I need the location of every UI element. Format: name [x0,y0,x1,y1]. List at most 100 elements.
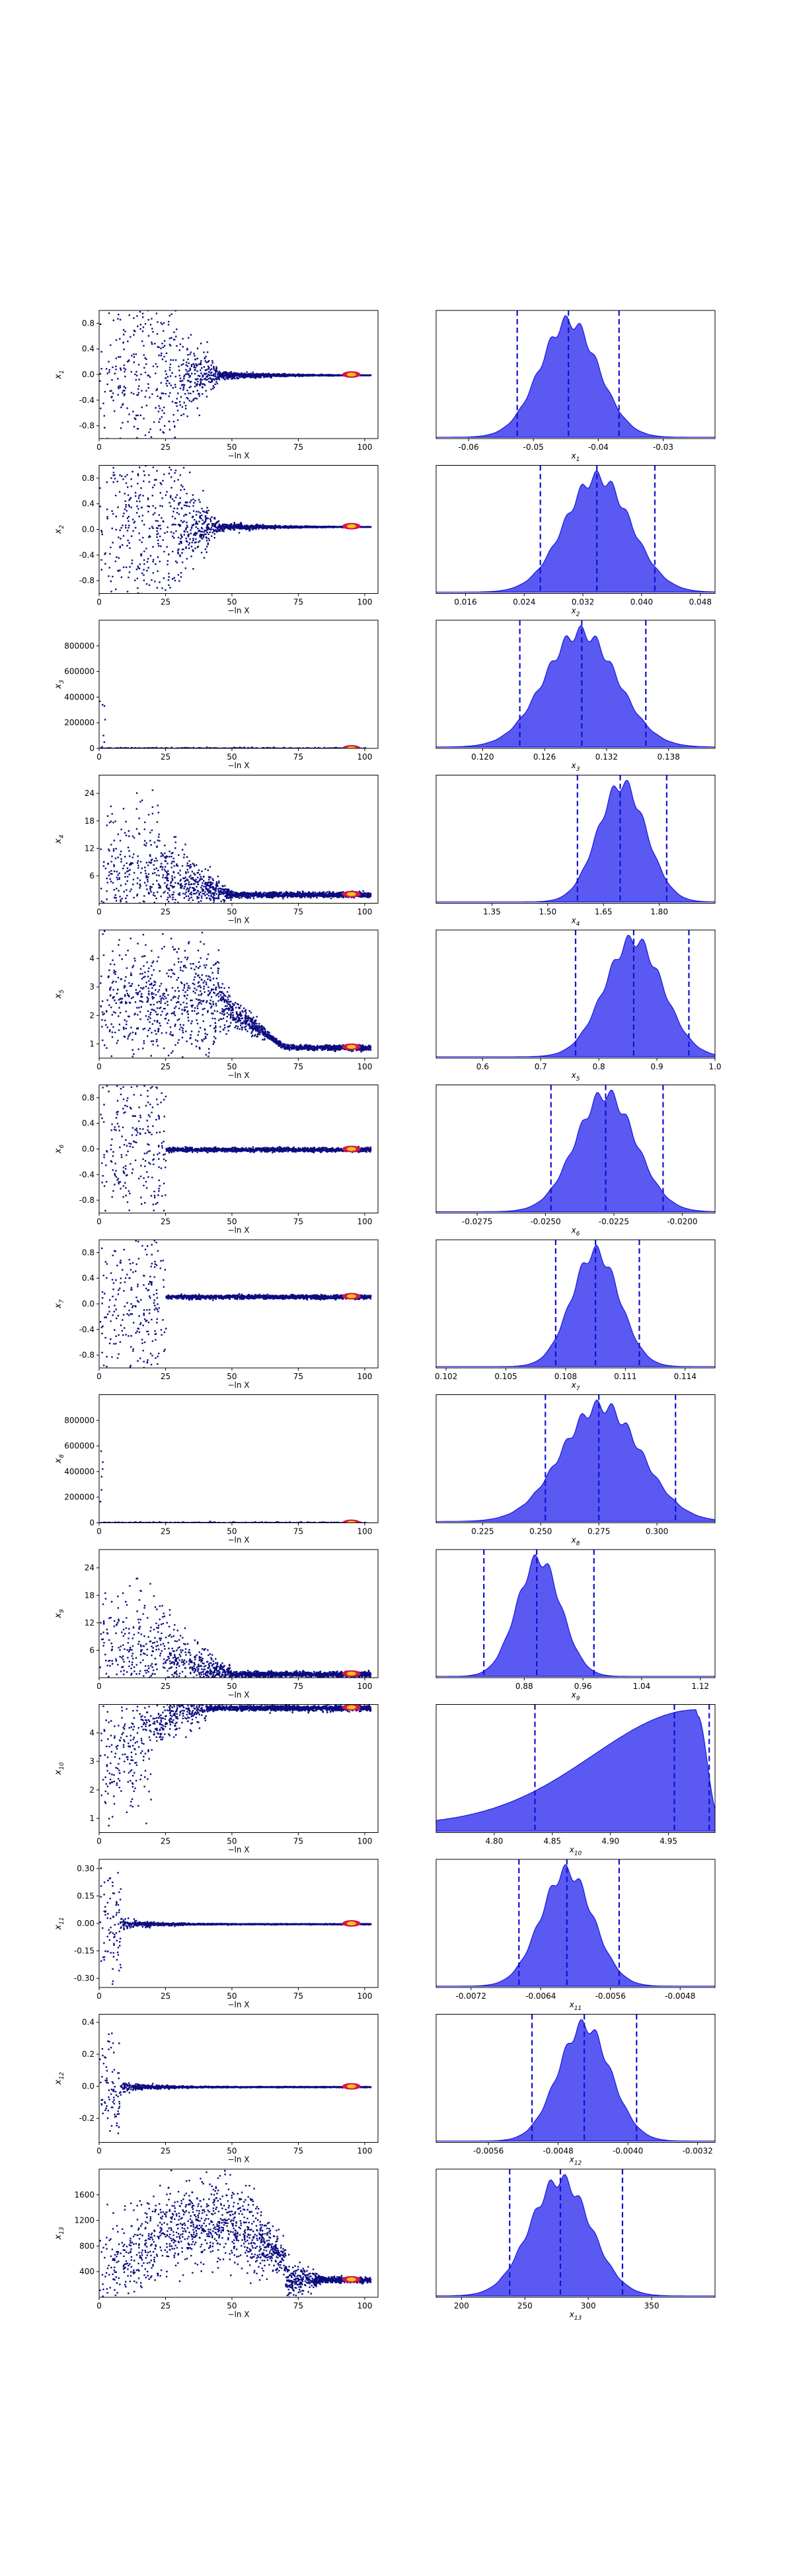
x-tick-label: 100 [357,1062,372,1071]
x-tick-label: -0.06 [459,443,479,452]
y-tick-label: 0 [89,744,94,753]
posterior-axes-frame [435,929,716,1059]
posterior-x-label: x10 [569,1845,582,1857]
panel-row-11: 0 25 50 75 100 0.30 0.15 0.00 -0.15 -0.30 −ln X x11… [54,1859,716,2012]
y-tick-label: 0.8 [82,1093,94,1102]
posterior-panel-3: 0.120 0.126 0.132 0.138 x3 [435,620,716,773]
x-tick-label: 0.032 [572,598,594,607]
y-tick-label: -0.15 [74,1947,94,1956]
x-tick-label: 100 [357,1527,372,1536]
trace-points [99,700,367,748]
trace-y-label: x1 [54,370,65,379]
x-tick-label: 75 [293,1372,303,1381]
y-tick-label: 600000 [64,1441,94,1450]
y-tick-label: 200000 [64,1493,94,1502]
trace-scatter-series [100,1085,372,1212]
x-tick-label: 100 [357,1217,372,1227]
x-tick-label: 250 [517,2301,533,2310]
y-tick-label: -0.4 [79,550,94,559]
x-tick-label: 0.048 [689,598,712,607]
panel-row-5: 0 25 50 75 100 4 3 2 1 −ln X x5 0.6 0.7 0.8 0.9 1.0 x5 [54,929,722,1083]
x-tick-label: 0.225 [471,1527,494,1536]
posterior-x-label: x5 [571,1071,580,1083]
x-tick-label: 1.35 [483,908,501,917]
x-tick-label: 75 [293,2147,303,2156]
y-tick-label: 0.00 [77,1919,94,1928]
x-tick-label: 100 [357,1837,372,1846]
trace-y-label: x2 [54,525,65,535]
posterior-panel-7: 0.102 0.105 0.108 0.111 0.114 x7 [435,1239,716,1392]
x-tick-label: 0.114 [674,1372,697,1381]
y-tick-label: -0.2 [79,2114,94,2123]
trace-points [100,930,372,1058]
x-tick-label: 50 [227,1837,237,1846]
trace-axes-frame [98,2168,379,2298]
trace-y-label: x8 [54,1454,65,1464]
x-tick-label: 25 [161,443,170,452]
y-tick-label: 0.8 [82,318,94,328]
x-tick-label: 0 [96,2147,102,2156]
trace-hot-core [346,1921,356,1925]
posterior-axes-frame [435,1704,716,1833]
y-tick-label: 12 [85,843,94,853]
x-tick-label: 0.8 [593,1062,605,1071]
y-tick-label: 6 [89,1645,94,1655]
posterior-axes-frame [435,1085,716,1213]
x-tick-label: 0 [96,752,102,762]
posterior-density [436,2174,715,2297]
x-tick-label: 1.0 [708,1062,721,1071]
trace-panel-13: 0 25 50 75 100 1600 1200 800 400 −ln X x13 [54,2168,379,2319]
trace-scatter-series [99,465,372,594]
x-tick-label: 100 [357,1372,372,1381]
trace-hot-core [346,1044,356,1049]
trace-x-label: −ln X [227,1536,249,1545]
trace-y-label: x7 [54,1299,65,1309]
x-tick-label: 25 [161,598,170,607]
x-tick-label: 50 [227,1682,237,1691]
x-tick-label: 100 [357,752,372,762]
posterior-axes-frame [435,310,716,439]
trace-points [99,1240,372,1368]
x-tick-label: -0.0048 [665,1991,695,2001]
trace-panel-1: 0 25 50 75 100 0.8 0.4 0.0 -0.4 -0.8 −ln X x1 [54,310,379,460]
trace-axes-frame [98,620,379,749]
trace-x-label: −ln X [227,761,249,770]
x-tick-label: 25 [161,1372,170,1381]
y-tick-label: -0.8 [79,1196,94,1205]
x-tick-label: 1.12 [691,1682,709,1691]
y-tick-label: 1200 [74,2216,94,2225]
panel-row-8: 0 25 50 75 100 800000 600000 400000 200000 0 −ln X… [54,1394,716,1548]
x-tick-label: 0 [96,908,102,917]
y-tick-label: 0.0 [82,1145,94,1154]
y-tick-label: 0.0 [82,525,94,534]
posterior-density [436,1089,715,1213]
x-tick-label: 0.120 [471,752,494,762]
y-tick-label: 400 [79,2267,94,2276]
y-tick-label: -0.4 [79,1170,94,1179]
posterior-density [436,1864,715,1987]
y-tick-label: 0 [89,1519,94,1528]
x-tick-label: -0.05 [523,443,544,452]
x-tick-label: 0.016 [454,598,476,607]
x-tick-label: 0.96 [574,1682,592,1691]
trace-scatter-series [100,789,372,904]
x-tick-label: 50 [227,1062,237,1071]
y-tick-label: 0.4 [82,499,94,509]
x-tick-label: 350 [644,2301,660,2310]
trace-scatter-series [99,700,367,748]
posterior-density [436,1554,715,1677]
x-tick-label: 75 [293,1527,303,1536]
posterior-density [436,470,715,593]
panel-row-4: 0 25 50 75 100 24 18 12 6 −ln X x4 1.35 1.50 1.65 1.80… [54,775,716,928]
trace-hot-core [346,1147,356,1151]
posterior-x-label: x9 [571,1690,580,1702]
posterior-panel-2: 0.016 0.024 0.032 0.040 0.048 x2 [435,465,716,618]
posterior-density [436,1244,715,1367]
x-tick-label: 0 [96,1837,102,1846]
x-tick-label: 25 [161,1527,170,1536]
y-tick-label: 600000 [64,667,94,676]
trace-axes-frame [98,1394,379,1523]
x-tick-label: 0.040 [630,598,653,607]
